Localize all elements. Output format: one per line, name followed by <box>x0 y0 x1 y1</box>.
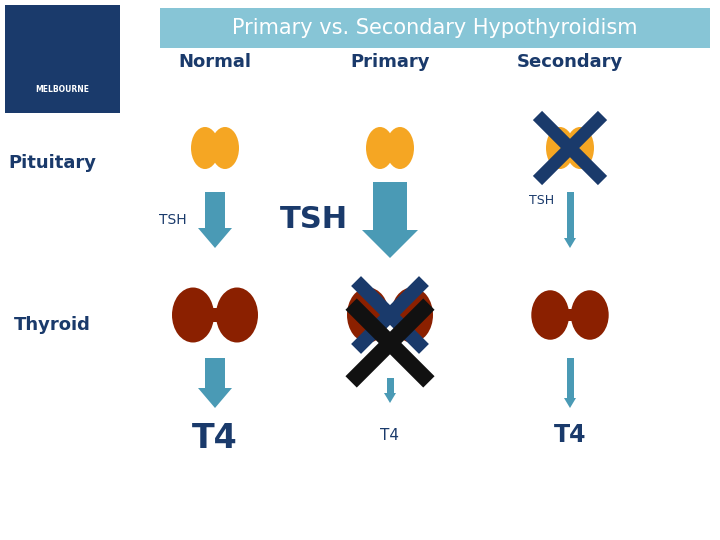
Text: Primary: Primary <box>350 53 430 71</box>
Polygon shape <box>533 111 607 185</box>
Polygon shape <box>384 393 396 403</box>
Bar <box>205 192 225 228</box>
Text: Normal: Normal <box>179 53 251 71</box>
Polygon shape <box>346 299 435 388</box>
Bar <box>205 358 225 388</box>
Text: TSH: TSH <box>280 206 348 234</box>
Ellipse shape <box>571 291 608 340</box>
Text: MELBOURNE: MELBOURNE <box>35 85 89 94</box>
Ellipse shape <box>216 287 258 342</box>
Text: TSH: TSH <box>529 193 554 206</box>
Ellipse shape <box>566 127 594 169</box>
Polygon shape <box>564 238 576 248</box>
Polygon shape <box>564 398 576 408</box>
Text: TSH: TSH <box>159 213 187 227</box>
Bar <box>160 8 710 48</box>
Bar <box>567 358 574 398</box>
Ellipse shape <box>366 127 394 169</box>
Bar <box>561 309 579 321</box>
Bar <box>380 308 400 322</box>
Text: T4: T4 <box>380 428 400 442</box>
Ellipse shape <box>391 287 433 342</box>
Polygon shape <box>351 276 429 354</box>
Ellipse shape <box>386 127 414 169</box>
Text: T4: T4 <box>192 422 238 455</box>
Text: Pituitary: Pituitary <box>8 154 96 172</box>
Ellipse shape <box>531 291 569 340</box>
Bar <box>5 5 120 113</box>
Text: Primary vs. Secondary Hypothyroidism: Primary vs. Secondary Hypothyroidism <box>233 18 638 38</box>
Polygon shape <box>346 299 435 388</box>
Ellipse shape <box>172 287 214 342</box>
Bar <box>387 378 394 393</box>
Ellipse shape <box>191 127 219 169</box>
Polygon shape <box>198 388 232 408</box>
Text: Thyroid: Thyroid <box>14 316 91 334</box>
Bar <box>205 308 225 322</box>
Bar <box>567 192 574 238</box>
Polygon shape <box>198 228 232 248</box>
Ellipse shape <box>347 287 389 342</box>
Polygon shape <box>362 230 418 258</box>
Text: T4: T4 <box>554 423 586 447</box>
Polygon shape <box>351 276 429 354</box>
Polygon shape <box>533 111 607 185</box>
Text: Secondary: Secondary <box>517 53 623 71</box>
Ellipse shape <box>211 127 239 169</box>
Ellipse shape <box>546 127 574 169</box>
Bar <box>373 182 407 230</box>
